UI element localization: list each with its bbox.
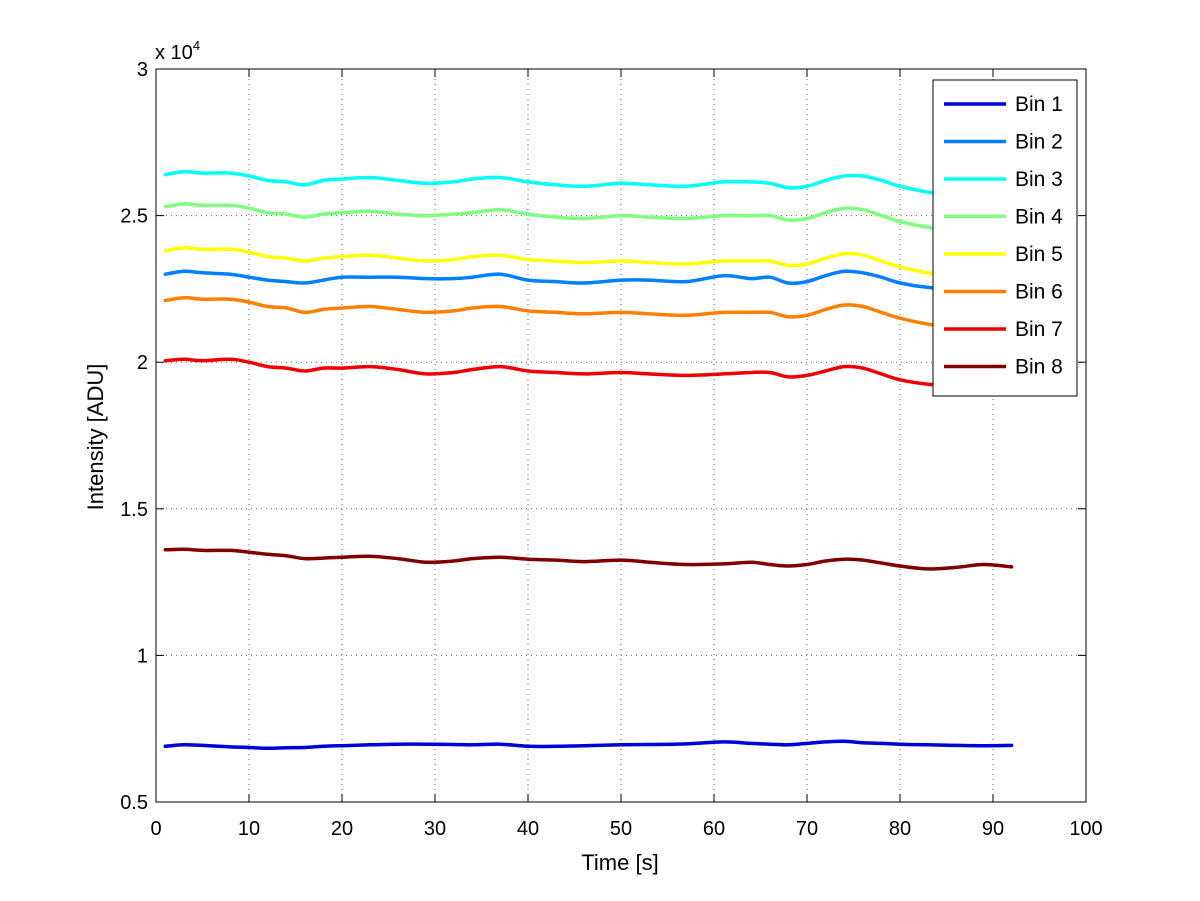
x-tick-label: 80 [889, 818, 911, 840]
series-layer [163, 169, 1014, 751]
series-line-bin-6 [163, 295, 1014, 332]
legend-label-bin-4: Bin 4 [1015, 206, 1063, 229]
x-axis-label: Time [s] [581, 850, 658, 875]
legend-label-bin-5: Bin 5 [1015, 243, 1063, 266]
grid-layer [156, 69, 1086, 802]
series-line-bin-8 [163, 547, 1014, 571]
tick-layer: 0 10 20 30 40 50 60 70 80 90 100 0.5 1 1.5 2 2.5 3 [120, 59, 1103, 840]
legend-label-bin-6: Bin 6 [1015, 281, 1063, 304]
x-tick-label: 90 [982, 818, 1004, 840]
y-tick-label: 1.5 [120, 499, 148, 521]
y-exponent-label: x 104 [155, 38, 200, 64]
legend-label-bin-1: Bin 1 [1015, 93, 1063, 116]
x-tick-label: 50 [610, 818, 632, 840]
y-axis-label: Intensity [ADU] [83, 364, 108, 511]
x-tick-label: 70 [796, 818, 818, 840]
series-line-bin-5 [163, 246, 1014, 281]
x-tick-label: 10 [238, 818, 260, 840]
legend-label-bin-2: Bin 2 [1015, 131, 1063, 154]
x-tick-label: 40 [517, 818, 539, 840]
legend-label-bin-3: Bin 3 [1015, 168, 1063, 191]
legend-label-bin-8: Bin 8 [1015, 356, 1063, 379]
x-tick-label: 30 [424, 818, 446, 840]
y-tick-label: 2.5 [120, 206, 148, 228]
series-line-bin-1 [163, 739, 1014, 751]
series-line-bin-7 [163, 357, 1014, 391]
legend-box [932, 79, 1078, 397]
y-tick-label: 3 [137, 59, 148, 81]
legend: Bin 1 Bin 2 Bin 3 Bin 4 Bin 5 Bin 6 Bin 7 Bin 8 [932, 79, 1078, 397]
x-tick-label: 100 [1069, 818, 1102, 840]
series-line-bin-2 [163, 269, 1014, 294]
y-tick-label: 0.5 [120, 792, 148, 814]
series-line-bin-4 [163, 202, 1014, 235]
series-line-bin-3 [163, 169, 1014, 202]
x-tick-label: 20 [331, 818, 353, 840]
x-tick-label: 0 [150, 818, 161, 840]
y-tick-label: 2 [137, 352, 148, 374]
x-tick-label: 60 [703, 818, 725, 840]
legend-label-bin-7: Bin 7 [1015, 318, 1063, 341]
y-tick-label: 1 [137, 645, 148, 667]
y-exponent-power: 4 [193, 38, 200, 53]
